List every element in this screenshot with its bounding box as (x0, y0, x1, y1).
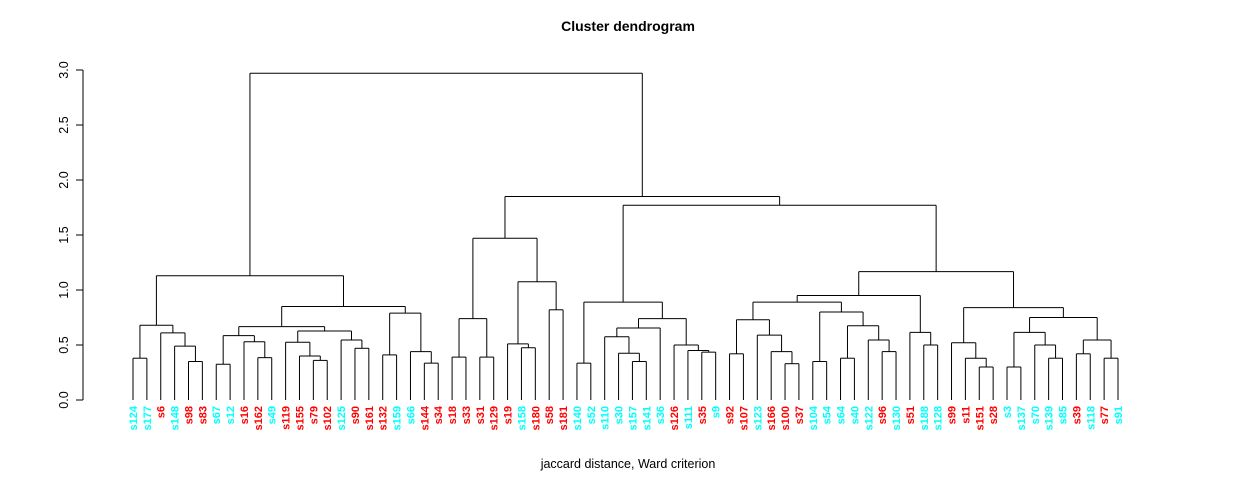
leaf-label: s54 (822, 405, 834, 424)
leaf-label: s161 (364, 406, 376, 430)
leaf-label: s137 (1016, 406, 1028, 430)
leaf-label: s159 (392, 406, 404, 430)
leaf-label: s31 (475, 406, 487, 424)
leaf-label: s100 (780, 406, 792, 430)
leaf-label: s102 (322, 406, 334, 430)
leaf-label: s98 (183, 406, 195, 424)
leaf-label: s18 (447, 406, 459, 424)
leaf-label: s36 (655, 406, 667, 424)
leaf-label: s90 (350, 406, 362, 424)
leaf-label: s96 (877, 406, 889, 424)
leaf-label: s119 (281, 406, 293, 430)
leaf-label: s126 (669, 406, 681, 430)
leaf-label: s99 (947, 406, 959, 424)
leaf-label: s104 (808, 405, 820, 430)
leaf-label: s83 (197, 406, 209, 424)
leaf-label: s33 (461, 406, 473, 424)
leaf-label: s123 (752, 406, 764, 430)
leaf-label: s155 (294, 406, 306, 430)
leaf-label: s51 (905, 406, 917, 424)
leaf-label: s118 (1085, 406, 1097, 430)
leaf-label: s148 (170, 406, 182, 430)
leaf-label: s166 (766, 406, 778, 430)
leaf-label: s39 (1071, 406, 1083, 424)
leaf-label: s92 (725, 406, 737, 424)
leaf-label: s52 (586, 406, 598, 424)
leaf-label: s158 (516, 406, 528, 430)
leaf-label: s110 (600, 406, 612, 430)
leaf-label: s3 (1002, 406, 1014, 418)
leaf-label: s180 (530, 406, 542, 430)
leaf-label: s91 (1113, 406, 1125, 424)
y-tick-label: 2.0 (57, 171, 71, 188)
leaf-label: s70 (1030, 406, 1042, 424)
leaf-label: s177 (142, 406, 154, 430)
leaf-label: s124 (128, 405, 140, 430)
y-axis: 0.0 0.5 1.0 1.5 2.0 2.5 3.0 (57, 61, 84, 409)
leaf-label: s85 (1058, 406, 1070, 424)
leaf-label: s34 (433, 405, 445, 424)
leaf-label: s16 (239, 406, 251, 424)
x-axis-caption: jaccard distance, Ward criterion (540, 457, 716, 471)
leaf-label: s144 (419, 405, 431, 430)
leaf-label: s188 (919, 406, 931, 430)
leaf-label: s107 (738, 406, 750, 430)
leaf-label: s64 (836, 405, 848, 424)
leaf-label: s6 (156, 406, 168, 418)
leaf-label: s49 (267, 406, 279, 424)
leaf-label: s77 (1099, 406, 1111, 424)
leaf-label: s28 (988, 406, 1000, 424)
leaf-label: s111 (683, 406, 695, 429)
leaf-label: s122 (863, 406, 875, 430)
leaf-labels: s124 s177 s6 s148 s98 s83 s67 s12 s16 s162 s49 s119… (128, 405, 1125, 430)
leaf-label: s162 (253, 406, 265, 430)
leaf-label: s37 (794, 406, 806, 424)
leaf-label: s181 (558, 406, 570, 430)
dendrogram-links (132, 72, 1119, 400)
leaf-label: s19 (503, 406, 515, 424)
leaf-label: s66 (405, 406, 417, 424)
leaf-label: s129 (489, 406, 501, 430)
leaf-label: s139 (1044, 406, 1056, 430)
leaf-label: s141 (641, 406, 653, 430)
leaf-label: s140 (572, 406, 584, 430)
leaf-label: s67 (211, 406, 223, 424)
y-tick-label: 1.0 (57, 281, 71, 298)
leaf-label: s128 (933, 406, 945, 430)
leaf-label: s12 (225, 406, 237, 424)
leaf-label: s157 (627, 406, 639, 430)
leaf-label: s151 (974, 406, 986, 430)
y-tick-label: 0.5 (57, 336, 71, 353)
y-tick-label: 0.0 (57, 391, 71, 408)
y-tick-label: 3.0 (57, 61, 71, 78)
leaf-label: s9 (711, 406, 723, 418)
leaf-label: s125 (336, 406, 348, 430)
leaf-label: s40 (849, 406, 861, 424)
y-tick-label: 1.5 (57, 226, 71, 243)
leaf-label: s30 (614, 406, 626, 424)
leaf-label: s58 (544, 406, 556, 424)
chart-title: Cluster dendrogram (561, 18, 695, 34)
leaf-label: s79 (308, 406, 320, 424)
leaf-label: s132 (378, 406, 390, 430)
leaf-label: s35 (697, 406, 709, 424)
y-tick-label: 2.5 (57, 116, 71, 133)
leaf-label: s11 (960, 406, 972, 424)
leaf-label: s130 (891, 406, 903, 430)
